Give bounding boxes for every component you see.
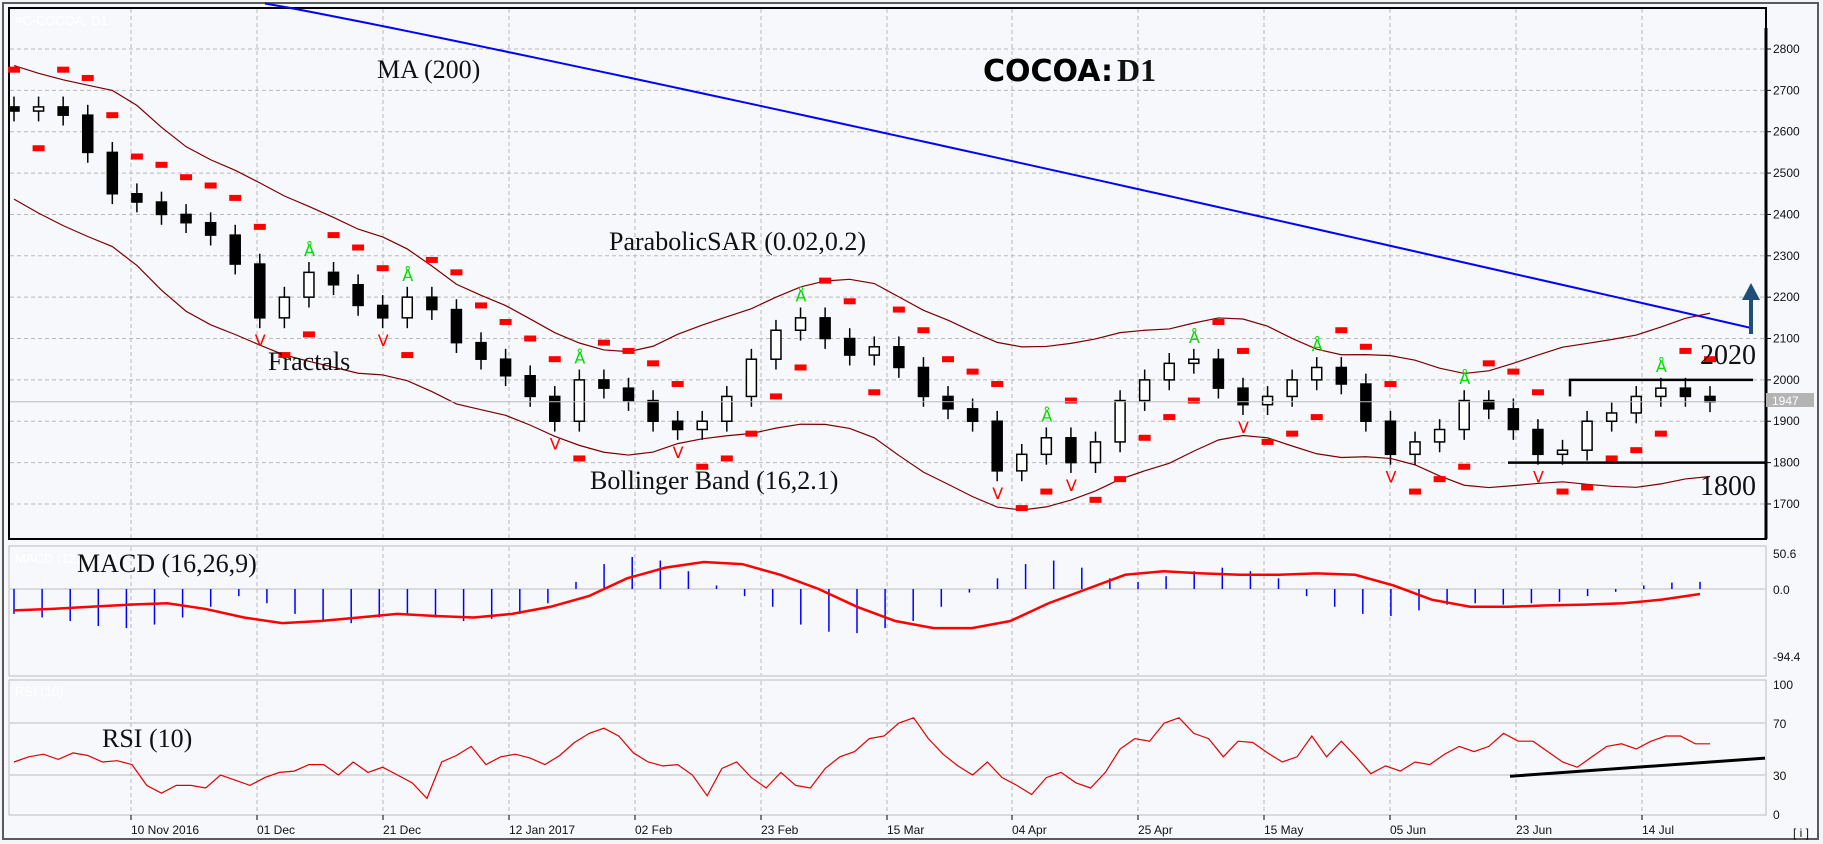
svg-text:V: V [255,331,266,350]
svg-text:14 Jul: 14 Jul [1642,823,1674,837]
svg-text:70: 70 [1773,717,1787,731]
price-axis-labels: 2800 2700 2600 2500 2400 2300 2200 2100 2000 1900… [1766,42,1800,511]
svg-text:2100: 2100 [1773,332,1800,346]
svg-text:23 Jun: 23 Jun [1516,823,1552,837]
svg-text:V: V [992,484,1003,503]
macd-axis-labels: 50.6 0.0 -94.4 [1773,547,1801,664]
rsi-axis-labels: 100 70 30 0 [1773,678,1793,822]
svg-text:23 Feb: 23 Feb [761,823,799,837]
svg-text:15 May: 15 May [1264,823,1303,837]
price-grid [10,9,1765,538]
svg-text:Å: Å [1459,369,1470,388]
svg-text:2800: 2800 [1773,42,1800,56]
ma-annotation: MA (200) [377,55,480,84]
svg-text:V: V [1385,468,1396,487]
svg-text:Å: Å [1189,328,1200,347]
svg-text:0: 0 [1773,808,1780,822]
chart-title-suffix: D1 [1117,52,1156,88]
svg-text:0.0: 0.0 [1773,583,1790,597]
svg-text:2000: 2000 [1773,373,1800,387]
svg-text:Å: Å [796,287,807,306]
svg-text:1700: 1700 [1773,497,1800,511]
svg-text:V: V [1066,476,1077,495]
svg-text:V: V [1533,468,1544,487]
svg-text:25 Apr: 25 Apr [1138,823,1173,837]
macd-annotation: MACD (16,26,9) [77,549,257,578]
time-axis-labels: 10 Nov 2016 01 Dec 21 Dec 12 Jan 2017 02 Feb… [130,815,1674,837]
svg-text:1900: 1900 [1773,414,1800,428]
svg-text:Å: Å [1312,336,1323,355]
resistance-label: 2020 [1700,340,1756,371]
svg-text:30: 30 [1773,769,1787,783]
macd-grid [10,547,1765,675]
current-price-tag [1766,393,1814,407]
svg-text:12 Jan 2017: 12 Jan 2017 [509,823,575,837]
svg-text:100: 100 [1773,678,1793,692]
svg-text:1800: 1800 [1773,456,1800,470]
symbol-ghost-label: #C-COCOA, D1 [15,13,107,28]
current-price-value: 1947 [1772,394,1799,408]
svg-text:2400: 2400 [1773,207,1800,221]
svg-text:05 Jun: 05 Jun [1390,823,1426,837]
price-plot: V Å V Å V Å V Å V Å V Å V Å V Å V Å [8,2,1765,512]
svg-text:Å: Å [1656,357,1667,376]
svg-text:2500: 2500 [1773,166,1800,180]
macd-plot [13,556,1701,634]
bollinger-annotation: Bollinger Band (16,2.1) [590,466,838,495]
svg-text:04 Apr: 04 Apr [1012,823,1047,837]
svg-text:01 Dec: 01 Dec [257,823,295,837]
up-arrow-icon [1742,283,1760,334]
rsi-plot [13,717,1766,800]
support-label: 1800 [1700,471,1756,502]
svg-text:2300: 2300 [1773,249,1800,263]
svg-text:2600: 2600 [1773,125,1800,139]
info-button[interactable]: [ i ] [1793,826,1809,840]
svg-text:50.6: 50.6 [1773,547,1797,561]
svg-text:-94.4: -94.4 [1773,650,1801,664]
rsi-annotation: RSI (10) [102,724,192,753]
fractals-annotation: Fractals [268,347,350,376]
sar-annotation: ParabolicSAR (0.02,0.2) [609,227,866,256]
svg-text:02 Feb: 02 Feb [635,823,673,837]
svg-text:21 Dec: 21 Dec [383,823,421,837]
svg-text:V: V [673,443,684,462]
svg-text:Å: Å [304,241,315,260]
rsi-ghost-label: RSI (10) [15,684,63,699]
svg-text:V: V [1238,418,1249,437]
svg-text:2700: 2700 [1773,83,1800,97]
svg-text:10 Nov 2016: 10 Nov 2016 [131,823,199,837]
svg-text:15 Mar: 15 Mar [887,823,924,837]
svg-text:Å: Å [402,266,413,285]
svg-text:Å: Å [1041,406,1052,425]
svg-text:V: V [378,331,389,350]
svg-text:Å: Å [574,349,585,368]
svg-text:2200: 2200 [1773,290,1800,304]
rsi-grid [10,681,1765,814]
svg-text:V: V [550,435,561,454]
macd-ghost-label: MACD (12, 26, 9) [15,551,116,566]
chart-title-prefix: COCOA: [983,54,1113,89]
